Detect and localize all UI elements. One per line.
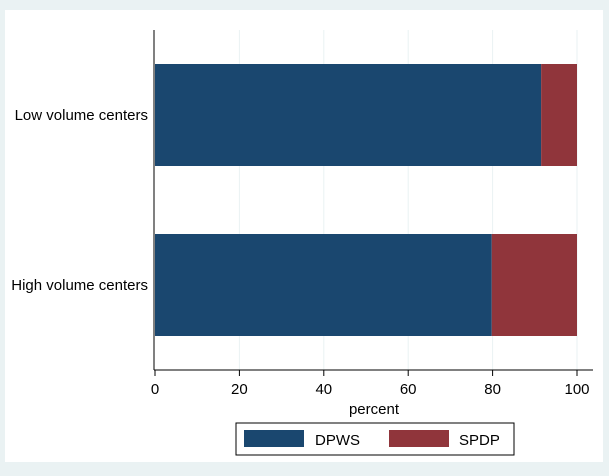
- bar-dpws-0: [155, 64, 542, 166]
- x-tick-label: 100: [564, 381, 589, 398]
- bar-spdp-1: [491, 234, 577, 336]
- category-label: Low volume centers: [15, 107, 148, 124]
- x-tick-label: 0: [151, 381, 159, 398]
- x-ticks: 0 20 40 60 80 100: [151, 370, 590, 398]
- bar-spdp-0: [541, 64, 577, 166]
- x-tick-label: 20: [231, 381, 248, 398]
- legend-swatch-spdp: [389, 430, 449, 447]
- legend: DPWS SPDP: [235, 422, 515, 456]
- x-axis-title: percent: [349, 401, 400, 418]
- axes: [153, 30, 593, 371]
- x-tick-label: 80: [484, 381, 501, 398]
- legend-swatch-dpws: [244, 430, 304, 447]
- x-tick-label: 60: [400, 381, 417, 398]
- x-tick-label: 40: [315, 381, 332, 398]
- category-label: High volume centers: [11, 277, 148, 294]
- bars: [155, 64, 577, 336]
- legend-label-dpws: DPWS: [315, 432, 360, 449]
- category-labels: Low volume centers High volume centers: [11, 107, 148, 294]
- bar-dpws-1: [155, 234, 492, 336]
- legend-label-spdp: SPDP: [459, 432, 500, 449]
